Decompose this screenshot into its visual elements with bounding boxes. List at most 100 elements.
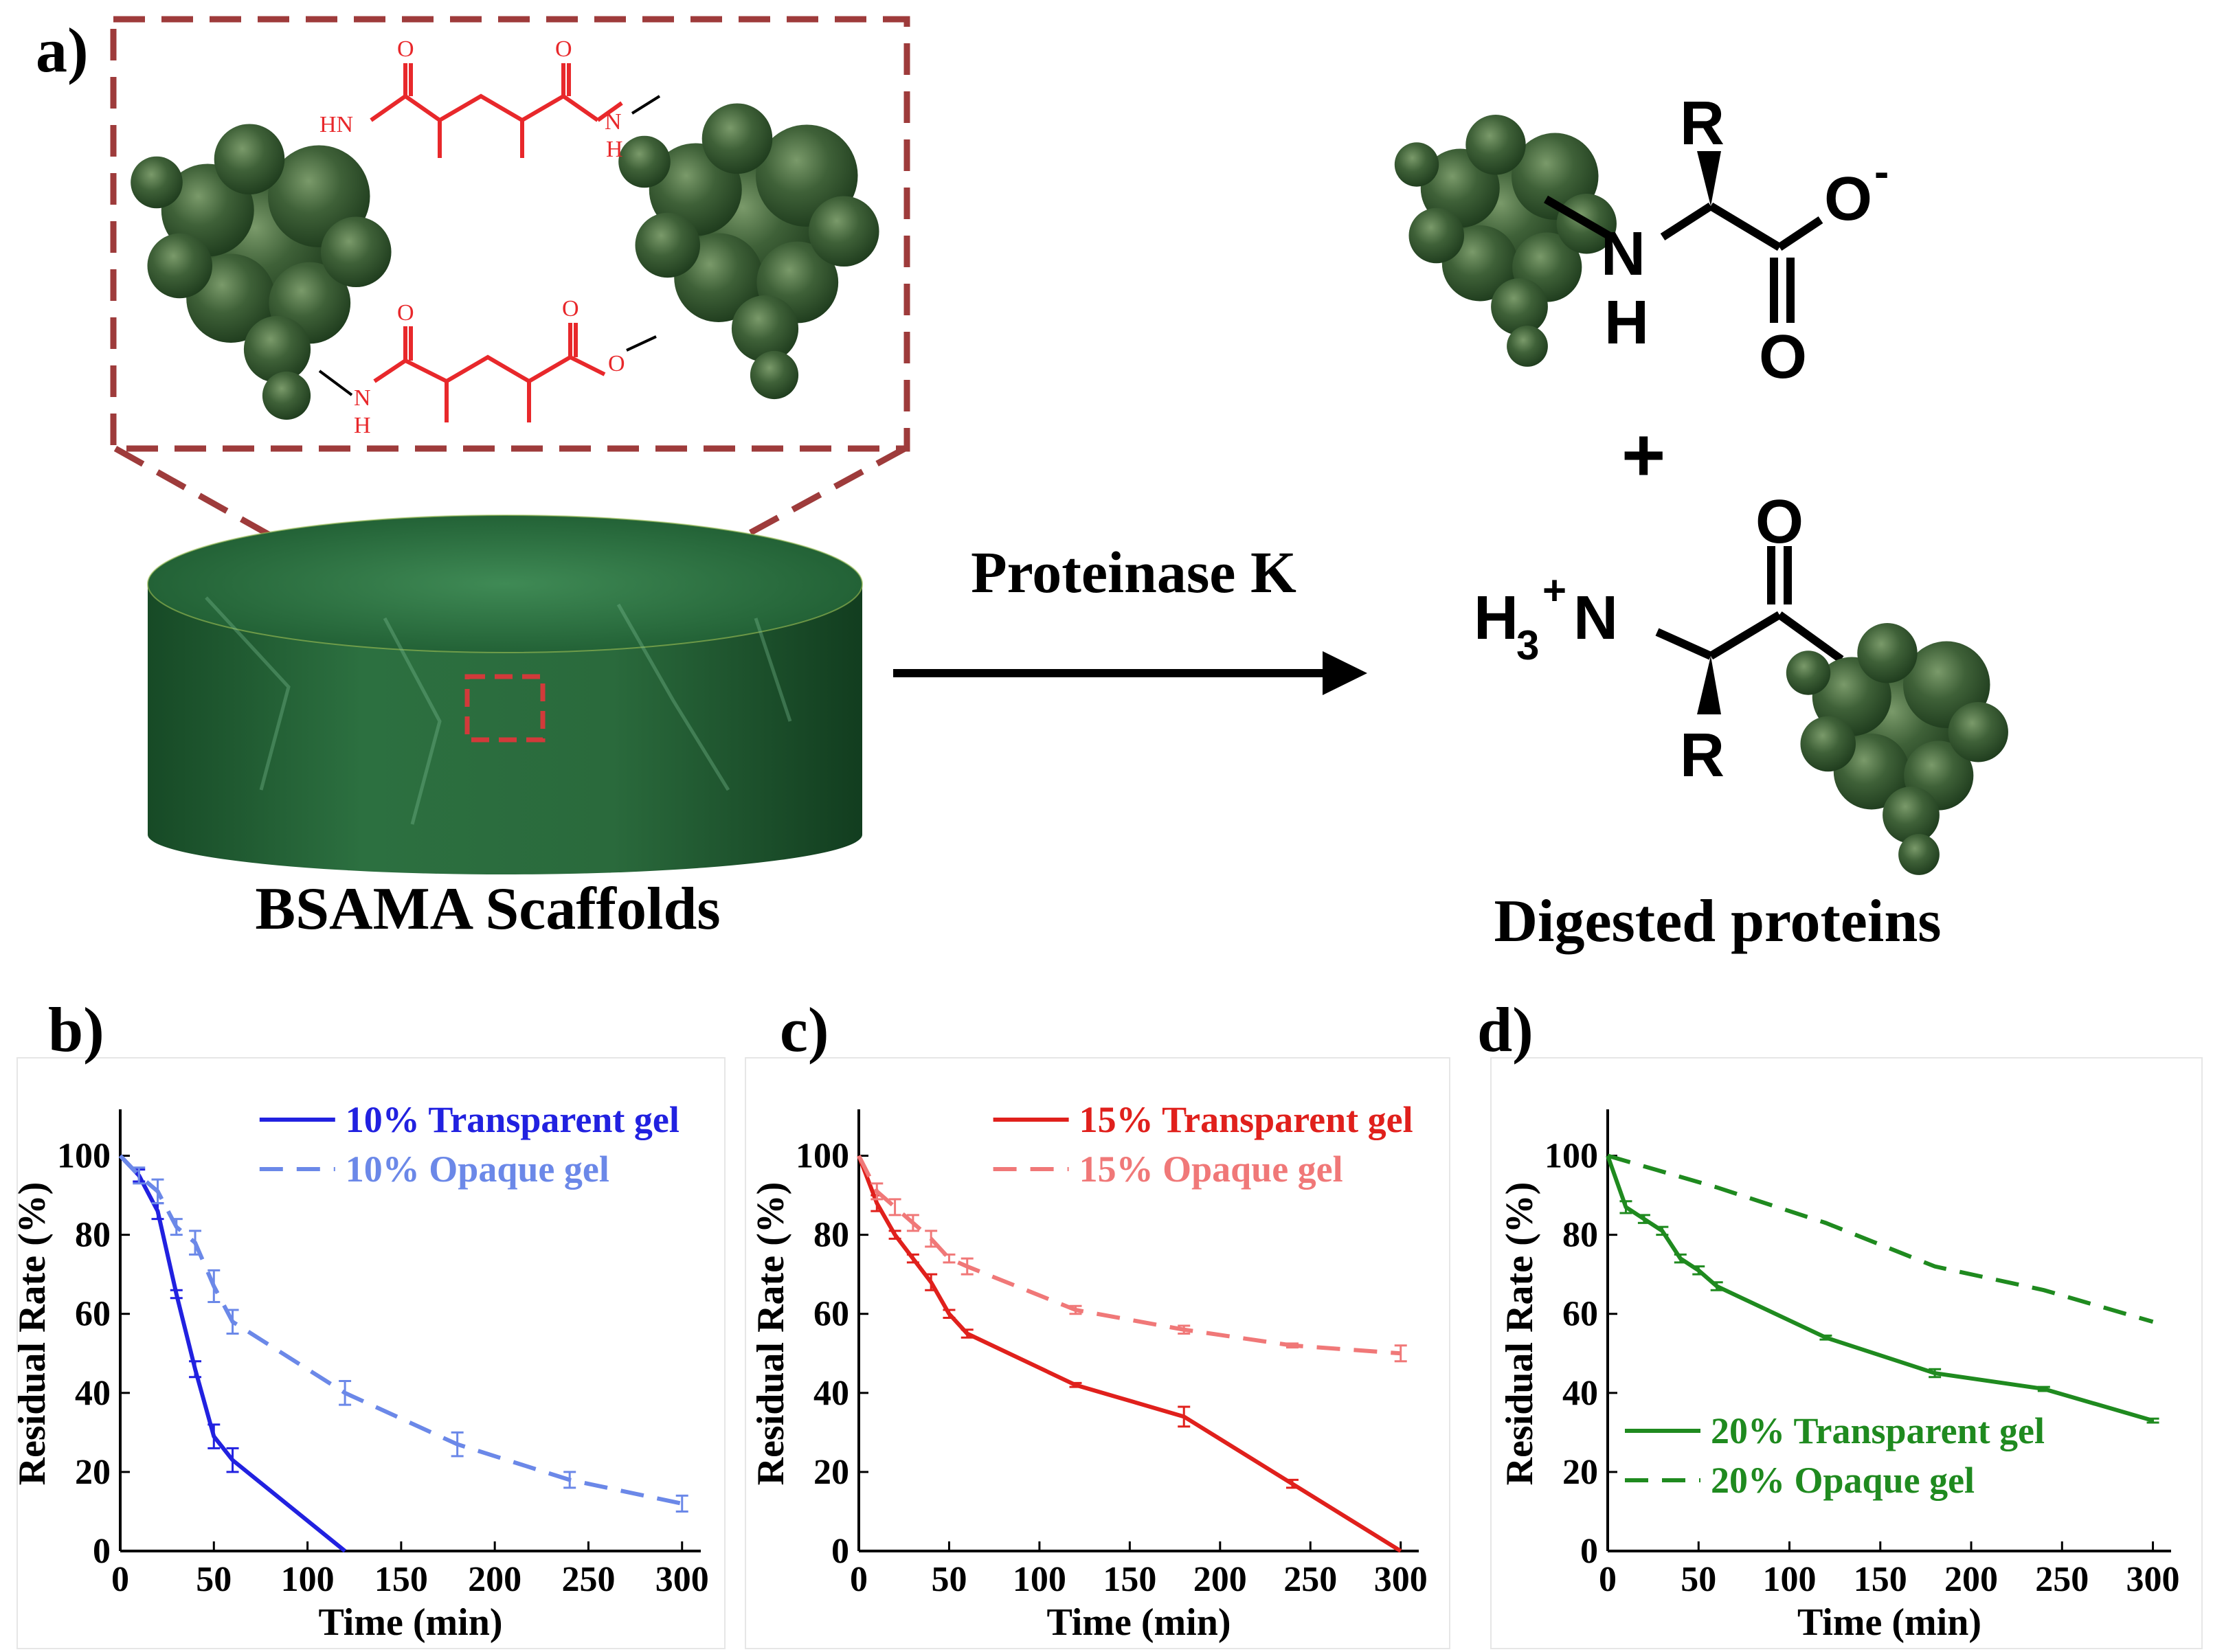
x-tick-label: 200 (1193, 1560, 1247, 1599)
atom-o: O (1755, 488, 1804, 556)
series-line-1 (857, 1155, 1402, 1553)
y-tick-label: 100 (57, 1137, 111, 1176)
x-tick-label: 200 (468, 1560, 521, 1599)
y-tick-label: 20 (75, 1453, 111, 1492)
y-axis-label: Residual Rate (%) (750, 1182, 792, 1486)
legend-label: 15% Transparent gel (1079, 1099, 1413, 1140)
atom-o: O (397, 300, 414, 326)
y-tick-label: 0 (1580, 1532, 1598, 1571)
legend-label: 20% Opaque gel (1711, 1460, 1975, 1501)
x-tick-label: 50 (931, 1560, 967, 1599)
stereo-wedge (1697, 656, 1721, 714)
atom-o: O (562, 296, 579, 321)
atom-r: R (1680, 721, 1725, 790)
x-axis-label: Time (min) (1046, 1601, 1231, 1644)
x-tick-label: 250 (2035, 1560, 2089, 1599)
x-tick-label: 150 (1854, 1560, 1907, 1599)
y-tick-label: 40 (75, 1374, 111, 1413)
y-tick-label: 0 (93, 1532, 111, 1571)
legend-label: 15% Opaque gel (1079, 1149, 1343, 1190)
series-line-1 (1606, 1155, 2154, 1423)
atom-r: R (1680, 89, 1725, 158)
atom-h: H (1604, 288, 1649, 357)
atom-o: O (555, 36, 572, 62)
protein-inset-left (131, 124, 392, 420)
y-tick-label: 20 (813, 1453, 849, 1492)
panel-frame (16, 1057, 726, 1649)
x-axis-label: Time (min) (1797, 1601, 1981, 1644)
product2-bonds (1655, 546, 1844, 663)
series-line-1 (118, 1154, 346, 1553)
y-axis-label: Residual Rate (%) (11, 1182, 54, 1486)
atom-n: N (605, 109, 622, 135)
x-tick-label: 0 (1599, 1560, 1617, 1599)
product-label: Digested proteins (1494, 888, 1941, 955)
legend-label: 20% Transparent gel (1711, 1410, 2045, 1451)
y-tick-label: 0 (831, 1532, 849, 1571)
x-tick-label: 200 (1944, 1560, 1998, 1599)
atom-n: N (1573, 584, 1618, 653)
atom-n: N (354, 385, 371, 411)
protein-product-bottom (1786, 623, 2008, 875)
y-tick-label: 60 (75, 1295, 111, 1334)
x-tick-label: 250 (561, 1560, 615, 1599)
charge-plus: + (1542, 567, 1566, 613)
y-tick-label: 40 (1562, 1374, 1598, 1413)
x-tick-label: 100 (1013, 1560, 1066, 1599)
scaffold-label: BSAMA Scaffolds (255, 876, 720, 942)
atom-h: H (354, 413, 371, 438)
product2-atoms: O H 3 + N R (1474, 488, 1804, 790)
series-line-2 (118, 1154, 683, 1506)
x-tick-label: 50 (1681, 1560, 1716, 1599)
panel-frame (745, 1057, 1450, 1649)
x-tick-label: 0 (111, 1560, 129, 1599)
panel-label: c) (780, 995, 829, 1065)
legend-label: 10% Opaque gel (346, 1149, 609, 1190)
bsama-scaffold-cylinder (147, 514, 863, 874)
charge-minus: - (1874, 147, 1889, 196)
x-tick-label: 300 (655, 1560, 709, 1599)
atom-o: O (608, 351, 625, 376)
y-tick-label: 40 (813, 1374, 849, 1413)
legend-label: 10% Transparent gel (346, 1099, 679, 1140)
y-tick-label: 80 (1562, 1216, 1598, 1255)
x-tick-label: 50 (196, 1560, 232, 1599)
zoom-inset-frame (110, 16, 910, 452)
protein-product-top (1394, 115, 1617, 367)
atom-hn: HN (319, 112, 353, 137)
panel-frame (1490, 1057, 2203, 1649)
y-tick-label: 80 (813, 1216, 849, 1255)
stereo-wedge (1697, 151, 1721, 206)
plus-sign: + (1621, 413, 1665, 497)
enzyme-label: Proteinase K (971, 539, 1296, 605)
panel-label: b) (48, 995, 104, 1065)
crosslink-bonds-to-protein (318, 95, 661, 396)
y-tick-label: 20 (1562, 1453, 1598, 1492)
subscript-3: 3 (1516, 622, 1539, 668)
product1-atoms: R O - N H O + (1601, 89, 1889, 497)
series-line-2 (1607, 1153, 2154, 1324)
atom-o: O (1759, 323, 1807, 392)
crosslink-atom-labels: O O HN N H O O N H O (319, 36, 625, 438)
atom-h: H (606, 137, 623, 162)
panel-a-label: a) (36, 15, 89, 85)
x-tick-label: 250 (1283, 1560, 1337, 1599)
y-axis-label: Residual Rate (%) (1498, 1182, 1541, 1486)
protein-inset-right (618, 103, 879, 400)
x-tick-label: 0 (850, 1560, 868, 1599)
y-tick-label: 80 (75, 1216, 111, 1255)
x-tick-label: 100 (281, 1560, 335, 1599)
atom-h: H (1474, 584, 1518, 653)
y-tick-label: 100 (796, 1137, 849, 1176)
x-tick-label: 150 (1103, 1560, 1156, 1599)
series-line-2 (857, 1155, 1401, 1356)
x-tick-label: 100 (1763, 1560, 1817, 1599)
panel-label: d) (1477, 995, 1534, 1065)
x-tick-label: 300 (1374, 1560, 1428, 1599)
reaction-arrow (893, 651, 1367, 695)
x-tick-label: 150 (374, 1560, 428, 1599)
y-tick-label: 100 (1544, 1137, 1598, 1176)
